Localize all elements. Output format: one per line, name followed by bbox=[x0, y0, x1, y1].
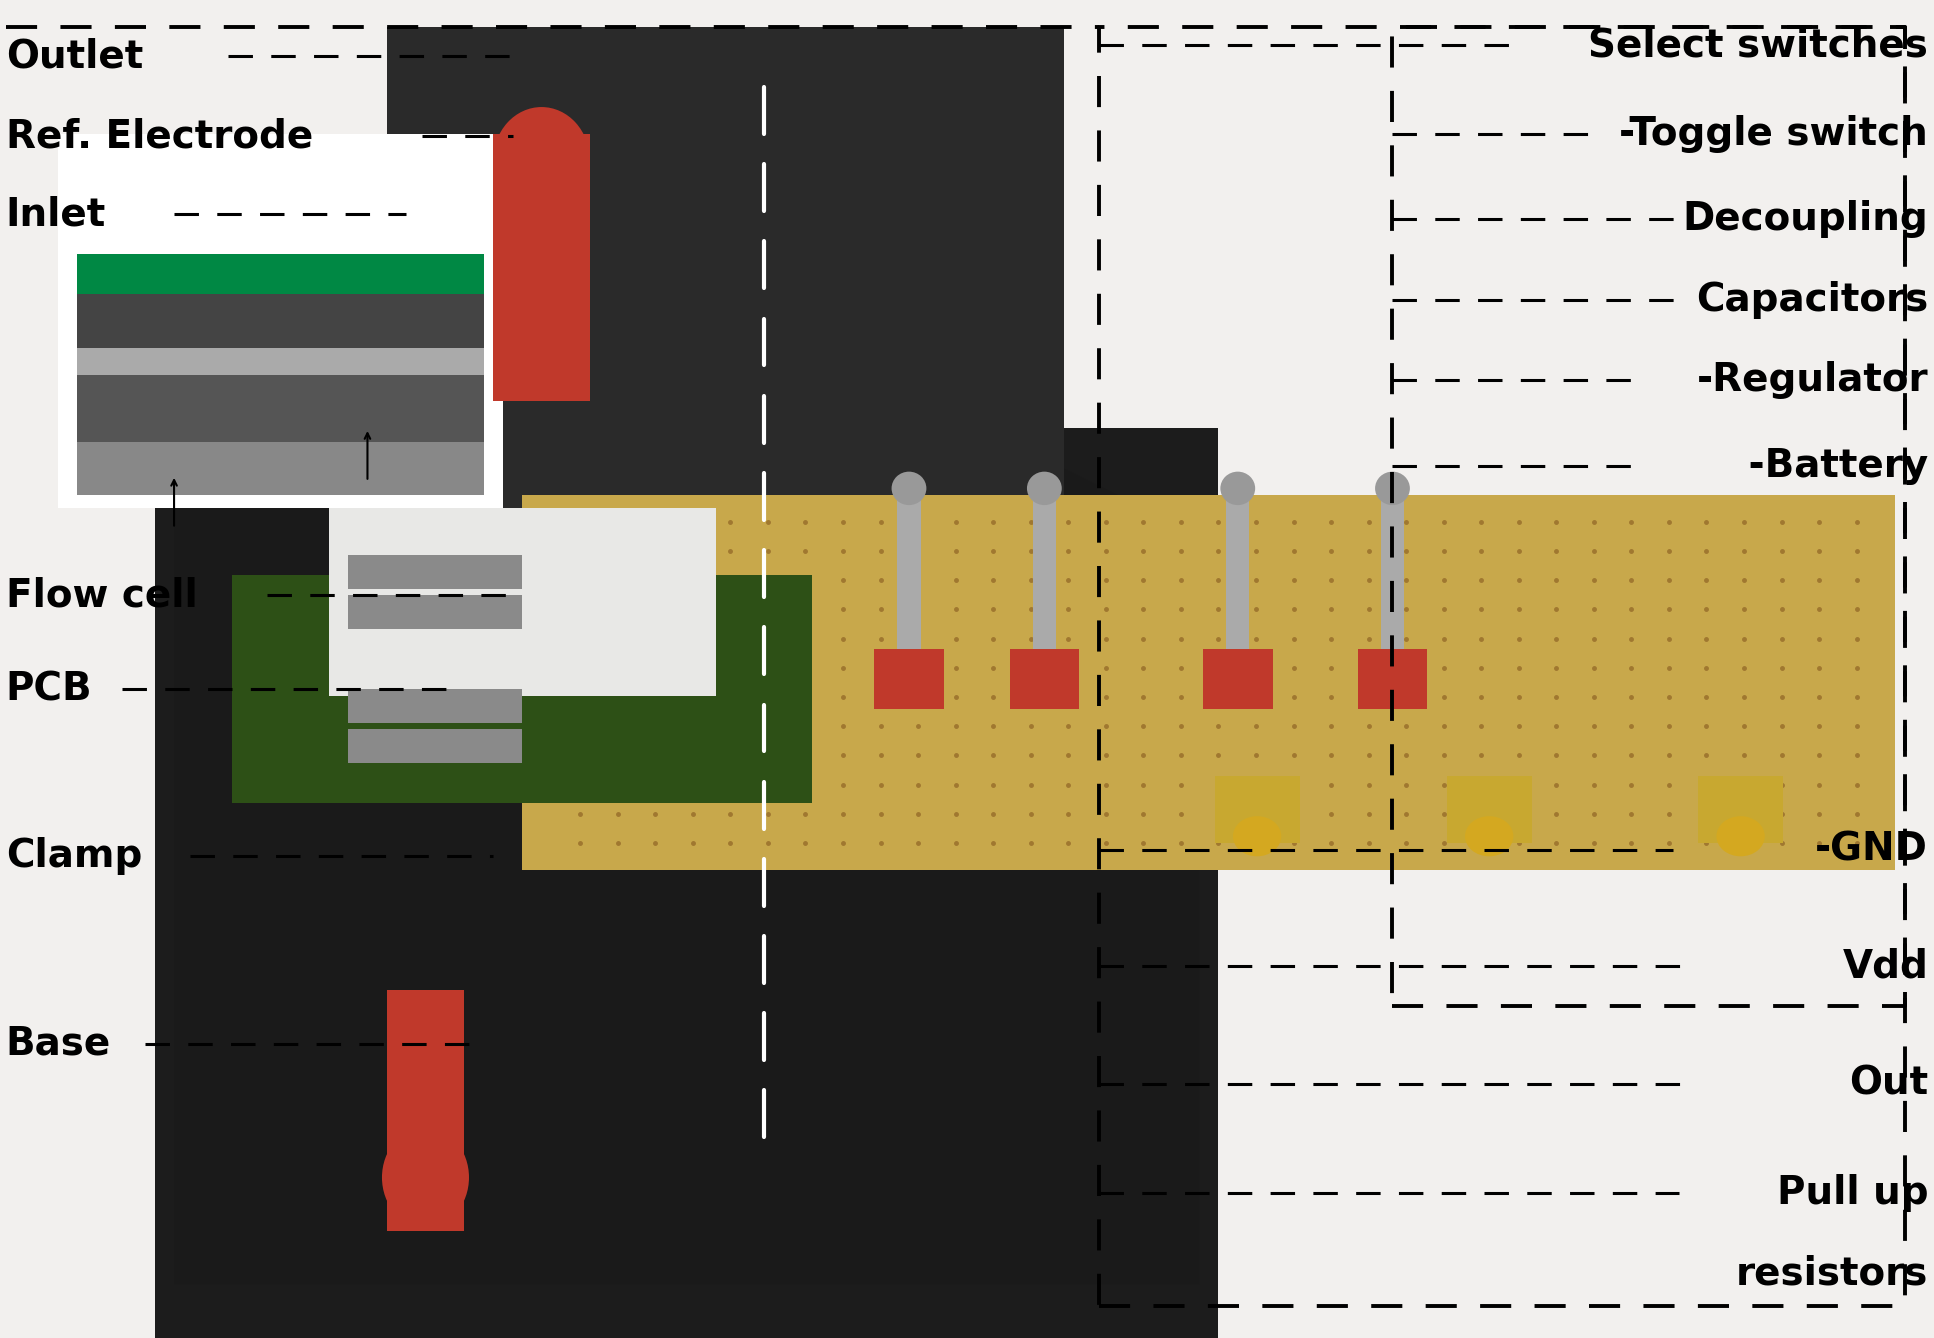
Text: -Regulator: -Regulator bbox=[1696, 361, 1928, 399]
Bar bbox=[1010, 649, 1079, 709]
Text: Capacitors: Capacitors bbox=[1696, 281, 1928, 318]
Ellipse shape bbox=[1717, 816, 1766, 856]
Text: Flow cell: Flow cell bbox=[6, 577, 197, 614]
Text: -Toggle switch: -Toggle switch bbox=[1619, 115, 1928, 153]
Text: PCB: PCB bbox=[6, 670, 93, 708]
Ellipse shape bbox=[1375, 471, 1410, 504]
Bar bbox=[1226, 488, 1249, 649]
Bar bbox=[348, 729, 522, 763]
Polygon shape bbox=[174, 1204, 1199, 1284]
Polygon shape bbox=[387, 27, 1064, 602]
Text: Outlet: Outlet bbox=[6, 37, 143, 75]
Bar bbox=[348, 689, 522, 723]
Polygon shape bbox=[174, 468, 1199, 1284]
Text: resistors: resistors bbox=[1737, 1255, 1928, 1293]
Text: Pull up: Pull up bbox=[1777, 1175, 1928, 1212]
Text: Ref. Electrode: Ref. Electrode bbox=[6, 118, 313, 155]
Bar bbox=[1203, 649, 1273, 709]
Text: Decoupling: Decoupling bbox=[1683, 201, 1928, 238]
Ellipse shape bbox=[892, 471, 926, 504]
Ellipse shape bbox=[1220, 471, 1255, 504]
Polygon shape bbox=[522, 495, 1895, 870]
Polygon shape bbox=[329, 508, 716, 696]
Ellipse shape bbox=[383, 1127, 470, 1228]
Bar bbox=[1215, 776, 1300, 843]
Text: -Battery: -Battery bbox=[1735, 447, 1928, 484]
Bar bbox=[874, 649, 944, 709]
Bar bbox=[77, 254, 484, 294]
Text: Clamp: Clamp bbox=[6, 838, 143, 875]
Bar bbox=[897, 488, 921, 649]
Bar bbox=[348, 555, 522, 589]
Bar bbox=[1358, 649, 1427, 709]
Bar bbox=[387, 990, 464, 1231]
Ellipse shape bbox=[1027, 471, 1062, 504]
Bar bbox=[77, 348, 484, 375]
Ellipse shape bbox=[1466, 816, 1514, 856]
Bar bbox=[77, 375, 484, 442]
Bar bbox=[1381, 488, 1404, 649]
Bar bbox=[77, 294, 484, 348]
Bar bbox=[1033, 488, 1056, 649]
Bar bbox=[1698, 776, 1783, 843]
Bar bbox=[493, 134, 590, 401]
Polygon shape bbox=[232, 575, 812, 803]
Text: Select switches: Select switches bbox=[1588, 27, 1928, 64]
Bar bbox=[58, 134, 503, 508]
Text: Inlet: Inlet bbox=[6, 195, 106, 233]
Bar bbox=[1447, 776, 1532, 843]
Text: Base: Base bbox=[6, 1025, 110, 1062]
Ellipse shape bbox=[493, 107, 590, 214]
Bar bbox=[77, 442, 484, 495]
Ellipse shape bbox=[1234, 816, 1282, 856]
Text: -GND: -GND bbox=[1816, 831, 1928, 868]
Text: Out: Out bbox=[1849, 1065, 1928, 1103]
Text: Vdd: Vdd bbox=[1843, 947, 1928, 985]
Polygon shape bbox=[155, 428, 1218, 1338]
Bar bbox=[348, 595, 522, 629]
